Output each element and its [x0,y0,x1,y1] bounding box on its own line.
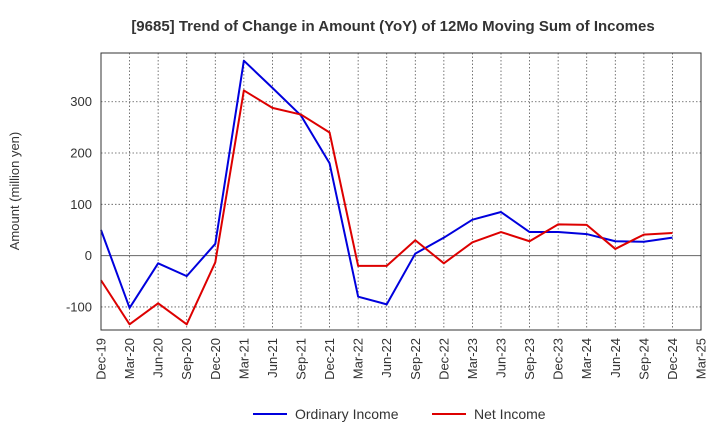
y-tick-label: 200 [70,146,92,161]
x-tick-label: Mar-22 [351,338,366,379]
ordinary-income-legend-label: Ordinary Income [295,406,399,422]
net-income-line [100,89,673,326]
x-tick-label: Jun-24 [608,338,623,378]
x-tick-label: Mar-20 [122,338,137,379]
x-tick-label: Sep-24 [636,338,651,380]
x-tick-label: Dec-19 [94,338,109,380]
x-tick-label: Mar-25 [694,338,709,379]
x-tick-label: Jun-21 [265,338,280,378]
x-tick-label: Sep-22 [408,338,423,380]
x-tick-label: Dec-23 [551,338,566,380]
x-tick-label: Dec-20 [208,338,223,380]
x-tick-label: Dec-24 [665,338,680,380]
x-tick-label: Mar-24 [579,338,594,379]
x-tick-label: Sep-21 [294,338,309,380]
plot-frame [100,52,702,331]
y-tick-label: 0 [85,248,92,263]
x-tick-label: Jun-23 [494,338,509,378]
x-tick-labels: Dec-19 Mar-20 Jun-20 Sep-20 Dec-20 Mar-21 Jun-… [94,338,709,380]
x-tick-label: Sep-20 [179,338,194,380]
x-tick-label: Jun-22 [379,338,394,378]
x-tick-label: Dec-22 [436,338,451,380]
y-tick-label: 100 [70,197,92,212]
net-income-legend-label: Net Income [474,406,546,422]
x-tick-label: Dec-21 [322,338,337,380]
x-tick-label: Sep-23 [522,338,537,380]
legend: Ordinary Income Net Income [253,406,546,422]
y-axis-label: Amount (million yen) [7,132,22,251]
chart-title: [9685] Trend of Change in Amount (YoY) o… [131,18,654,35]
y-tick-label: -100 [66,299,92,314]
y-tick-label: 300 [70,94,92,109]
ordinary-income-line [100,59,673,309]
series-lines [100,59,673,326]
x-tick-label: Mar-21 [236,338,251,379]
x-tick-label: Mar-23 [465,338,480,379]
grid [101,53,701,330]
y-tick-labels: -100 0 100 200 300 [66,94,92,314]
x-tick-label: Jun-20 [151,338,166,378]
